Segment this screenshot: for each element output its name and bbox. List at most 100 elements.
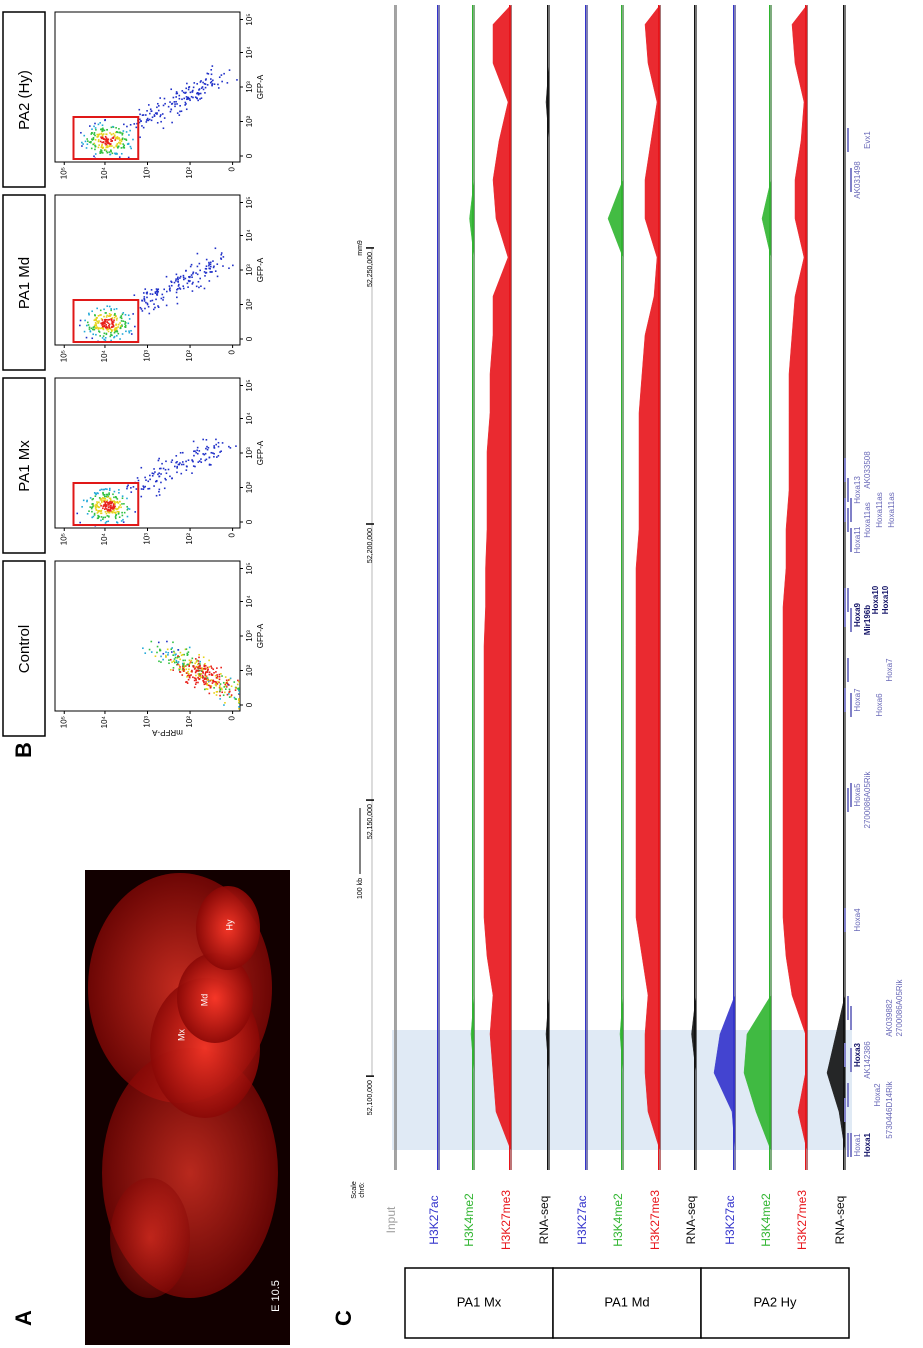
coord-label: 52,250,000 — [367, 252, 374, 287]
sample-label: PA2 Hy — [753, 1294, 797, 1309]
event-dot — [94, 495, 97, 497]
x-tick-label: 10³ — [245, 630, 254, 642]
event-dot — [169, 287, 171, 289]
signal-area — [635, 4, 661, 1170]
event-dot — [199, 269, 201, 272]
event-dot — [220, 252, 223, 254]
event-dot — [115, 323, 117, 326]
event-dot — [111, 510, 114, 513]
event-dot — [162, 127, 165, 130]
plot-header — [2, 377, 46, 554]
event-dot — [203, 271, 206, 273]
event-dot — [228, 445, 230, 448]
event-dot — [116, 510, 119, 513]
track-label: H3K27me3 — [795, 1190, 809, 1250]
event-dot — [189, 674, 191, 677]
event-dot — [90, 147, 93, 150]
event-dot — [176, 302, 179, 305]
event-dot — [186, 82, 188, 85]
event-dot — [103, 495, 106, 498]
event-dot — [149, 474, 151, 477]
gene-glyph — [850, 168, 852, 192]
event-dot — [110, 506, 113, 509]
event-dot — [91, 139, 94, 141]
event-dot — [120, 320, 123, 322]
event-dot — [205, 688, 208, 690]
event-dot — [86, 140, 89, 142]
event-dot — [169, 289, 171, 292]
event-dot — [126, 508, 129, 511]
event-dot — [181, 463, 183, 466]
event-dot — [95, 129, 97, 131]
event-dot — [216, 674, 218, 676]
event-dot — [208, 671, 211, 674]
event-dot — [113, 496, 115, 499]
event-dot — [79, 324, 81, 327]
event-dot — [80, 131, 82, 134]
event-dot — [160, 661, 162, 663]
event-dot — [199, 663, 201, 665]
signal-area — [691, 5, 697, 1170]
event-dot — [201, 669, 204, 671]
event-dot — [106, 151, 109, 154]
event-dot — [103, 319, 106, 321]
event-dot — [113, 328, 116, 331]
event-dot — [238, 692, 240, 695]
event-dot — [120, 315, 123, 317]
event-dot — [196, 252, 199, 255]
event-dot — [176, 112, 179, 114]
event-dot — [142, 647, 144, 650]
y-tick-label: 0 — [228, 349, 237, 354]
gene-label: AK039882 — [885, 999, 894, 1037]
signal-area — [743, 5, 772, 1170]
event-dot — [101, 323, 104, 326]
x-tick-label: 0 — [245, 153, 254, 158]
event-dot — [215, 671, 217, 673]
event-dot — [183, 97, 186, 100]
event-dot — [169, 475, 171, 478]
event-dot — [170, 648, 173, 651]
event-dot — [156, 289, 159, 291]
gene-glyph — [847, 1133, 849, 1157]
event-dot — [155, 290, 158, 293]
event-dot — [155, 480, 158, 483]
event-dot — [128, 331, 131, 334]
event-dot — [93, 514, 96, 516]
event-dot — [179, 671, 182, 673]
event-dot — [202, 672, 204, 674]
event-dot — [202, 88, 205, 91]
event-dot — [136, 477, 139, 479]
event-dot — [191, 669, 193, 672]
event-dot — [160, 481, 162, 484]
event-dot — [138, 108, 141, 111]
event-dot — [91, 128, 93, 131]
event-dot — [195, 674, 197, 677]
event-dot — [81, 506, 83, 508]
gene-label: 2700086A05Rik — [895, 979, 904, 1037]
event-dot — [98, 320, 100, 322]
event-dot — [132, 138, 134, 141]
event-dot — [154, 471, 156, 473]
event-dot — [177, 281, 179, 283]
plot-header — [2, 194, 46, 371]
event-dot — [196, 92, 198, 95]
event-dot — [129, 145, 132, 148]
event-dot — [146, 303, 149, 306]
event-dot — [145, 114, 147, 116]
event-dot — [205, 439, 208, 441]
event-dot — [235, 445, 237, 447]
event-dot — [129, 129, 131, 132]
event-dot — [162, 467, 165, 470]
event-dot — [150, 119, 153, 122]
event-dot — [89, 125, 91, 127]
event-dot — [198, 286, 200, 289]
event-dot — [93, 326, 96, 328]
event-dot — [194, 465, 196, 468]
event-dot — [221, 442, 224, 444]
event-dot — [100, 137, 103, 140]
x-tick-label: 10⁴ — [245, 229, 254, 242]
event-dot — [229, 447, 232, 449]
event-dot — [102, 138, 105, 140]
gene-glyph — [847, 1083, 849, 1107]
x-axis-label: GFP-A — [256, 440, 265, 465]
